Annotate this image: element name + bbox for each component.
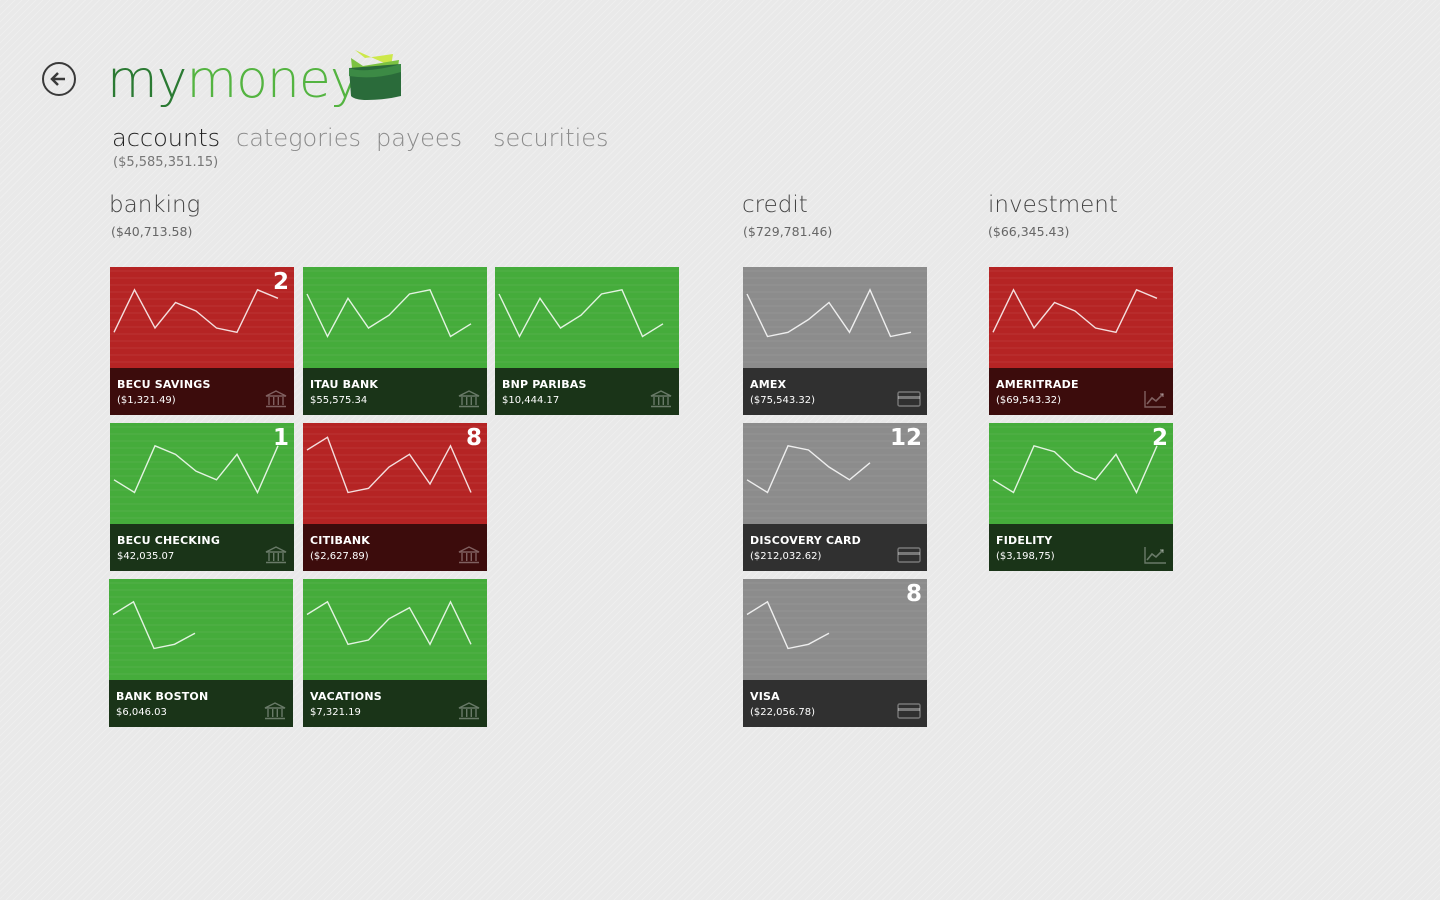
account-name: FIDELITY xyxy=(996,534,1053,547)
tab-accounts[interactable]: accounts xyxy=(112,124,221,152)
account-tile-itau-bank[interactable]: ITAU BANK $55,575.34 xyxy=(303,267,487,415)
bank-icon xyxy=(265,390,287,408)
pending-count-badge: 2 xyxy=(272,269,289,295)
account-name: BANK BOSTON xyxy=(116,690,209,703)
pending-count-badge: 2 xyxy=(1151,425,1168,451)
account-tile-bnp-paribas[interactable]: BNP PARIBAS $10,444.17 xyxy=(495,267,679,415)
trend-sparkline xyxy=(303,423,487,524)
trend-sparkline xyxy=(743,423,927,524)
tile-footer xyxy=(303,680,487,727)
account-tile-fidelity[interactable]: FIDELITY ($3,198,75) 2 xyxy=(989,423,1173,571)
account-balance: $7,321.19 xyxy=(310,707,361,718)
account-tile-bank-boston[interactable]: BANK BOSTON $6,046.03 xyxy=(109,579,293,727)
stock-chart-icon xyxy=(1144,391,1166,408)
accounts-total: ($5,585,351.15) xyxy=(113,155,219,170)
trend-sparkline xyxy=(495,267,679,368)
tile-footer xyxy=(110,368,294,415)
account-balance: $55,575.34 xyxy=(310,395,368,406)
account-name: VISA xyxy=(750,690,780,703)
pending-count-badge: 1 xyxy=(272,425,289,451)
group-title-credit[interactable]: credit xyxy=(742,192,808,218)
pending-count-badge: 8 xyxy=(905,581,922,607)
tile-footer xyxy=(743,680,927,727)
tile-footer xyxy=(743,368,927,415)
tile-footer xyxy=(110,524,294,571)
stock-chart-icon xyxy=(1144,547,1166,564)
trend-sparkline xyxy=(110,267,294,368)
account-name: BECU SAVINGS xyxy=(117,378,211,391)
account-tile-becu-savings[interactable]: BECU SAVINGS ($1,321.49) 2 xyxy=(110,267,294,415)
account-balance: ($3,198,75) xyxy=(996,551,1055,562)
account-tile-becu-checking[interactable]: BECU CHECKING $42,035.07 1 xyxy=(110,423,294,571)
account-balance: ($22,056.78) xyxy=(750,707,816,718)
group-title-investment[interactable]: investment xyxy=(988,192,1118,218)
account-balance: ($2,627.89) xyxy=(310,551,369,562)
account-balance: $6,046.03 xyxy=(116,707,167,718)
pending-count-badge: 12 xyxy=(889,425,922,451)
account-balance: ($69,543.32) xyxy=(996,395,1062,406)
back-arrow-icon xyxy=(50,72,65,86)
wallet-icon xyxy=(349,50,401,100)
bank-icon xyxy=(458,390,480,408)
account-tile-citibank[interactable]: CITIBANK ($2,627.89) 8 xyxy=(303,423,487,571)
tile-footer xyxy=(495,368,679,415)
back-button[interactable] xyxy=(42,62,76,96)
credit-card-icon xyxy=(897,703,921,719)
account-balance: ($75,543.32) xyxy=(750,395,816,406)
group-total-investment: ($66,345.43) xyxy=(988,224,1070,239)
credit-card-icon xyxy=(897,391,921,407)
trend-sparkline xyxy=(743,267,927,368)
trend-sparkline xyxy=(110,423,294,524)
trend-sparkline xyxy=(303,579,487,680)
account-name: DISCOVERY CARD xyxy=(750,534,861,547)
bank-icon xyxy=(458,546,480,564)
trend-sparkline xyxy=(303,267,487,368)
app-title-part2: money xyxy=(186,50,360,110)
account-name: BNP PARIBAS xyxy=(502,378,587,391)
account-tile-ameritrade[interactable]: AMERITRADE ($69,543.32) xyxy=(989,267,1173,415)
account-name: CITIBANK xyxy=(310,534,370,547)
bank-icon xyxy=(265,546,287,564)
account-name: AMEX xyxy=(750,378,787,391)
app-title-part1: my xyxy=(107,50,187,110)
tile-footer xyxy=(109,680,293,727)
trend-sparkline xyxy=(743,579,927,680)
account-balance: $10,444.17 xyxy=(502,395,560,406)
trend-sparkline xyxy=(989,423,1173,524)
tile-footer xyxy=(989,524,1173,571)
account-balance: $42,035.07 xyxy=(117,551,175,562)
trend-sparkline xyxy=(989,267,1173,368)
account-name: AMERITRADE xyxy=(996,378,1079,391)
bank-icon xyxy=(458,702,480,720)
app-title: mymoney xyxy=(107,40,361,120)
group-total-credit: ($729,781.46) xyxy=(743,224,833,239)
tile-footer xyxy=(989,368,1173,415)
account-name: ITAU BANK xyxy=(310,378,379,391)
tab-securities[interactable]: securities xyxy=(493,124,609,152)
account-tile-amex[interactable]: AMEX ($75,543.32) xyxy=(743,267,927,415)
account-balance: ($212,032.62) xyxy=(750,551,822,562)
account-name: VACATIONS xyxy=(310,690,382,703)
tile-footer xyxy=(303,368,487,415)
credit-card-icon xyxy=(897,547,921,563)
account-balance: ($1,321.49) xyxy=(117,395,176,406)
account-tile-discovery-card[interactable]: DISCOVERY CARD ($212,032.62) 12 xyxy=(743,423,927,571)
group-total-banking: ($40,713.58) xyxy=(111,224,193,239)
bank-icon xyxy=(264,702,286,720)
account-name: BECU CHECKING xyxy=(117,534,221,547)
bank-icon xyxy=(650,390,672,408)
pending-count-badge: 8 xyxy=(465,425,482,451)
account-tile-vacations[interactable]: VACATIONS $7,321.19 xyxy=(303,579,487,727)
tab-categories[interactable]: categories xyxy=(236,124,361,152)
tab-payees[interactable]: payees xyxy=(376,124,463,152)
tile-footer xyxy=(303,524,487,571)
group-title-banking[interactable]: banking xyxy=(109,192,201,218)
account-tile-visa[interactable]: VISA ($22,056.78) 8 xyxy=(743,579,927,727)
tile-footer xyxy=(743,524,927,571)
trend-sparkline xyxy=(109,579,293,680)
